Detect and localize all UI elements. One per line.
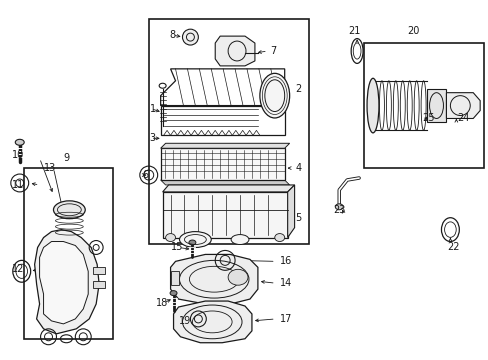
Text: 20: 20 bbox=[407, 26, 419, 36]
Ellipse shape bbox=[53, 201, 85, 219]
Ellipse shape bbox=[274, 234, 284, 242]
Ellipse shape bbox=[231, 235, 248, 244]
Text: 3: 3 bbox=[149, 133, 155, 143]
Bar bbox=[93, 267, 105, 274]
Ellipse shape bbox=[15, 139, 24, 145]
Ellipse shape bbox=[179, 231, 211, 247]
Text: 8: 8 bbox=[169, 30, 175, 40]
Text: 18: 18 bbox=[156, 298, 168, 308]
Bar bbox=[93, 281, 105, 288]
Text: 17: 17 bbox=[279, 314, 291, 324]
Polygon shape bbox=[215, 36, 254, 66]
Polygon shape bbox=[173, 301, 251, 343]
Polygon shape bbox=[446, 93, 479, 118]
Text: 14: 14 bbox=[279, 278, 291, 288]
Text: 21: 21 bbox=[347, 26, 360, 36]
Text: 12: 12 bbox=[12, 264, 24, 274]
Text: 9: 9 bbox=[63, 153, 69, 163]
Ellipse shape bbox=[259, 73, 289, 118]
Polygon shape bbox=[161, 180, 289, 185]
Text: 15: 15 bbox=[171, 243, 183, 252]
Text: 19: 19 bbox=[179, 316, 191, 326]
Text: 22: 22 bbox=[446, 243, 459, 252]
Bar bbox=[24, 168, 113, 339]
Text: 1: 1 bbox=[149, 104, 155, 113]
Polygon shape bbox=[426, 89, 446, 122]
Polygon shape bbox=[35, 230, 99, 334]
Polygon shape bbox=[170, 255, 257, 304]
Text: 7: 7 bbox=[269, 46, 276, 56]
Ellipse shape bbox=[170, 291, 177, 296]
Text: 4: 4 bbox=[295, 163, 301, 173]
Text: 2: 2 bbox=[295, 84, 301, 94]
Text: 10: 10 bbox=[12, 150, 24, 160]
Text: 6: 6 bbox=[142, 170, 148, 180]
Bar bbox=[170, 271, 178, 285]
Ellipse shape bbox=[228, 269, 247, 285]
Polygon shape bbox=[40, 242, 88, 324]
Text: 13: 13 bbox=[44, 163, 56, 173]
Ellipse shape bbox=[165, 234, 175, 242]
Ellipse shape bbox=[366, 78, 378, 133]
Ellipse shape bbox=[335, 204, 343, 210]
Bar bbox=[364, 43, 483, 168]
Polygon shape bbox=[163, 185, 294, 192]
Ellipse shape bbox=[188, 240, 196, 245]
Polygon shape bbox=[161, 143, 289, 148]
Polygon shape bbox=[287, 185, 294, 238]
Bar bbox=[148, 19, 309, 243]
Text: 16: 16 bbox=[279, 256, 291, 266]
Polygon shape bbox=[163, 192, 287, 238]
Text: 23: 23 bbox=[332, 205, 345, 215]
Polygon shape bbox=[161, 148, 284, 180]
Text: 5: 5 bbox=[295, 213, 301, 223]
Circle shape bbox=[182, 29, 198, 45]
Text: 24: 24 bbox=[456, 113, 468, 123]
Text: 11: 11 bbox=[12, 180, 24, 190]
Text: 25: 25 bbox=[422, 113, 434, 123]
